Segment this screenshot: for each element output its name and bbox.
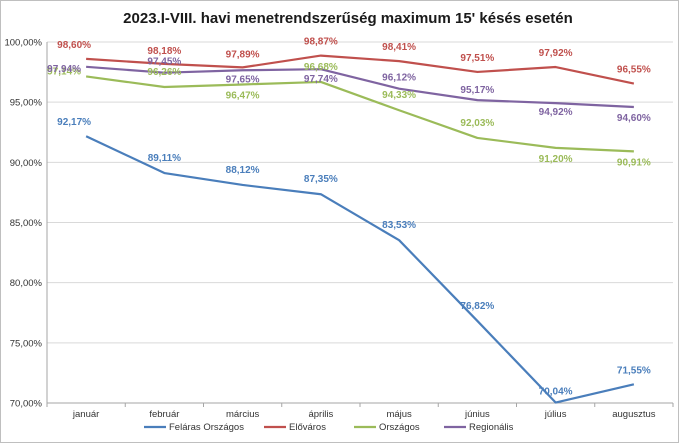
data-label: 97,14% xyxy=(47,66,81,77)
data-label: 97,45% xyxy=(147,57,181,68)
data-label: 96,47% xyxy=(226,90,260,101)
data-label: 98,41% xyxy=(382,42,416,53)
data-label: 98,87% xyxy=(304,37,338,48)
chart-title: 2023.I-VIII. havi menetrendszerűség maxi… xyxy=(123,10,573,27)
data-label: 96,26% xyxy=(147,67,181,78)
data-label: 96,68% xyxy=(304,62,338,73)
data-label: 97,74% xyxy=(304,74,338,85)
x-tick-label: május xyxy=(386,409,412,420)
legend-label: Feláras Országos xyxy=(169,422,244,433)
x-tick-label: augusztus xyxy=(612,409,656,420)
series-line xyxy=(86,65,634,109)
data-label: 96,12% xyxy=(382,73,416,84)
data-label: 97,92% xyxy=(539,48,573,59)
y-axis: 70,00% 75,00% 80,00% 85,00% 90,00% 95,00% 100,… xyxy=(4,38,48,410)
series-line xyxy=(86,54,635,85)
data-label: 70,04% xyxy=(539,387,573,398)
x-tick-label: január xyxy=(72,409,99,420)
y-tick-label: 70,00% xyxy=(10,399,43,410)
legend: Feláras Országos Előváros Országos Regionál… xyxy=(144,422,514,433)
data-label: 88,12% xyxy=(226,165,260,176)
data-label: 97,94% xyxy=(47,64,81,75)
data-label: 90,91% xyxy=(617,157,651,168)
data-label: 92,03% xyxy=(460,118,494,129)
data-label: 98,60% xyxy=(57,40,91,51)
y-tick-label: 80,00% xyxy=(10,278,43,289)
x-tick-label: február xyxy=(149,409,179,420)
grid-layer xyxy=(47,41,673,404)
series-line xyxy=(85,75,634,153)
data-label: 92,17% xyxy=(57,117,91,128)
data-labels: 92,17% 89,11% 88,12% 87,35% 83,53% 76,82% 70,0… xyxy=(47,37,651,398)
y-tick-label: 95,00% xyxy=(10,98,43,109)
data-label: 97,65% xyxy=(226,74,260,85)
series-line xyxy=(85,135,635,404)
data-label: 76,82% xyxy=(460,301,494,312)
data-label: 97,89% xyxy=(226,49,260,60)
y-tick-label: 90,00% xyxy=(10,158,43,169)
y-tick-label: 75,00% xyxy=(10,338,43,349)
x-tick-label: június xyxy=(464,409,490,420)
data-label: 94,60% xyxy=(617,113,651,124)
data-label: 83,53% xyxy=(382,220,416,231)
legend-label: Előváros xyxy=(289,422,326,433)
data-label: 97,51% xyxy=(460,53,494,64)
data-label: 94,92% xyxy=(539,107,573,118)
data-label: 87,35% xyxy=(304,174,338,185)
y-tick-label: 85,00% xyxy=(10,218,43,229)
legend-label: Országos xyxy=(379,422,420,433)
x-axis: január február március április május június jú… xyxy=(46,402,674,420)
data-label: 94,33% xyxy=(382,90,416,101)
data-label: 96,55% xyxy=(617,65,651,76)
data-label: 71,55% xyxy=(617,365,651,376)
data-label: 98,18% xyxy=(147,46,181,57)
data-label: 95,17% xyxy=(460,85,494,96)
series-layer xyxy=(85,54,635,404)
legend-label: Regionális xyxy=(469,422,514,433)
x-tick-label: július xyxy=(544,409,567,420)
data-label: 91,20% xyxy=(539,154,573,165)
x-tick-label: március xyxy=(226,409,260,420)
y-tick-label: 100,00% xyxy=(4,38,42,49)
x-tick-label: április xyxy=(308,409,333,420)
data-label: 89,11% xyxy=(148,153,181,164)
